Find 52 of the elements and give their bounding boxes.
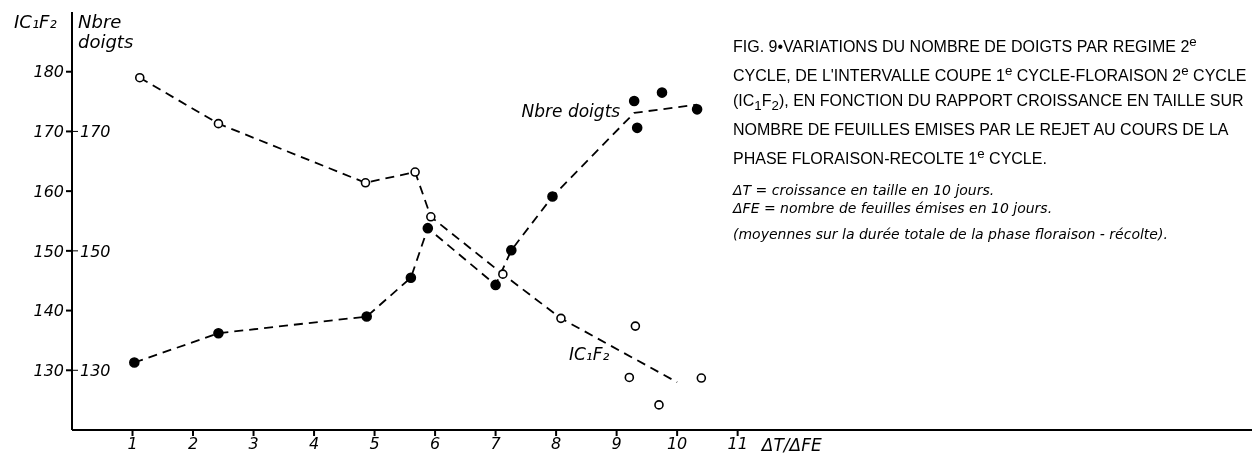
point [405,272,417,284]
y-tick-label: 140 [33,301,64,321]
y2-tick-label: 150 [80,241,111,261]
x-axis-title: ΔT/ΔFE [761,435,822,455]
point [630,321,641,331]
annotation: ΔT = croissance en taille en 10 jours. [733,181,996,200]
y2-axis-title: Nbre doigts [78,11,135,52]
point [696,373,707,383]
point [631,122,643,134]
x-tick-label: 3 [248,434,259,454]
x-tick-label: 8 [551,434,562,454]
point [547,191,558,202]
x-tick-label: 5 [369,434,380,454]
annotation: (moyennes sur la durée totale de la phase floraison - récolte). [733,225,1169,244]
point [506,244,517,256]
y2-tick-label: 130 [80,360,111,380]
y-tick-label: 180 [33,62,64,82]
x-tick-label: 10 [666,434,688,454]
point [624,372,635,383]
y-tick-label: 150 [33,241,64,261]
point [134,72,145,83]
point [361,311,372,322]
y-tick-label: 130 [33,360,64,380]
y-tick-label: 170 [33,122,64,142]
annotation: ΔFE = nombre de feuilles émises en 10 jours. [733,199,1054,218]
point [490,279,501,291]
x-tick-label: 7 [490,434,502,454]
y2-tick-label: 170 [80,122,111,142]
y-tick-label: 160 [33,181,64,201]
x-tick-label: 11 [727,434,748,454]
y-axis-title: IC₁F₂ [14,11,57,32]
series-label: Nbre doigts [521,100,621,121]
x-tick-label: 4 [308,434,320,454]
point [360,177,371,188]
x-tick-label: 6 [429,434,441,454]
point [129,357,140,368]
point [422,222,434,234]
chart-title: FIG. 9•VARIATIONS DU NOMBRE DE DOIGTS PAR REGIME 2$^{e}$ CYCLE, DE L'INTERVALLE COUPE 1$^{e}$ CYCLE-FLORAISON 2$^{e}$ CYCLE (IC$_{1}$F$_{2}$), EN FONCTION DU RAPPORT CROISSANCE EN TAILLE SUR NOMBRE DE FEUILLES EMISES PAR LE REJET AU COURS DE LA PHASE FLORAISON-RECOLTE 1$^{e}$ CYCLE. [733,34,1247,168]
point [556,313,566,324]
point [691,104,703,115]
point [410,167,420,177]
point [654,400,664,410]
point [628,95,640,107]
point [213,327,224,339]
x-tick-label: 9 [611,434,622,454]
point [656,87,668,98]
point [213,118,224,129]
x-tick-label: 2 [187,434,199,454]
series-label: IC₁F₂ [568,344,610,365]
point [498,269,508,279]
point [426,212,436,222]
x-tick-label: 1 [127,434,138,454]
